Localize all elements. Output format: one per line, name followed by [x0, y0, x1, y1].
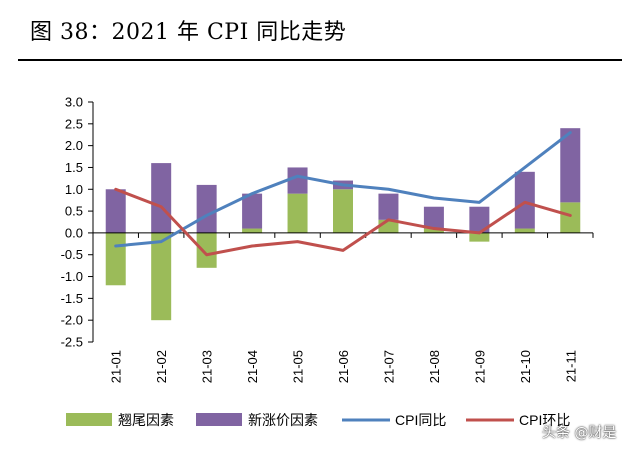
line-point-21-01 — [114, 188, 117, 191]
bar-xinzhangjia-21-11 — [560, 128, 581, 203]
legend-label: 新涨价因素 — [248, 412, 318, 428]
x-tick-labels: 21-01 21-02 21-03 21-04 21-05 21-06 21-07 21-08… — [109, 350, 579, 383]
legend-label: CPI环比 — [519, 412, 570, 428]
bar-xinzhangjia-21-04 — [242, 193, 263, 229]
bar-qiaowei-21-04 — [242, 228, 263, 233]
y-tick-label: -2.0 — [61, 313, 83, 328]
line-point-21-02 — [160, 240, 162, 243]
legend-label: CPI同比 — [395, 412, 446, 428]
legend-swatch — [196, 413, 242, 426]
x-tick-label: 21-03 — [200, 350, 215, 383]
line-point-21-04 — [251, 245, 253, 247]
x-tick-label: 21-02 — [154, 350, 169, 383]
line-point-21-08 — [433, 227, 435, 230]
line-point-21-05 — [296, 175, 299, 177]
line-layer — [114, 131, 572, 257]
y-tick-label: 1.0 — [65, 182, 83, 197]
y-tick-label: -0.5 — [61, 247, 83, 262]
y-tick-label: 1.5 — [65, 160, 83, 175]
bar-xinzhangjia-21-02 — [151, 163, 172, 233]
x-tick-label: 21-06 — [336, 350, 351, 383]
y-tick-label: -1.5 — [61, 291, 83, 306]
line-point-21-09 — [478, 232, 481, 234]
line-point-21-02 — [160, 205, 162, 208]
x-tick-label: 21-05 — [291, 350, 306, 383]
bar-qiaowei-21-03 — [196, 232, 217, 268]
line-point-21-07 — [387, 188, 390, 191]
y-tick-labels: 3.0 2.5 2.0 1.5 1.0 0.5 0.0 -0.5 -1.0 -1.5 -2.0 -2.… — [61, 95, 83, 350]
y-tick-label: -2.5 — [61, 335, 83, 350]
line-point-21-10 — [524, 166, 526, 169]
legend-item-3: CPI同比 — [342, 412, 446, 428]
title-divider — [18, 59, 622, 61]
line-point-21-01 — [114, 245, 117, 247]
bar-xinzhangjia-21-09 — [469, 206, 490, 233]
bar-xinzhangjia-21-05 — [287, 167, 308, 194]
bar-qiaowei-21-09 — [469, 232, 490, 242]
legend-label: 翘尾因素 — [118, 412, 174, 428]
watermark: 头条 @财是 — [542, 425, 617, 441]
line-point-21-06 — [342, 184, 344, 186]
x-tick-label: 21-11 — [563, 350, 578, 382]
line-point-21-05 — [296, 240, 299, 243]
line-point-21-10 — [524, 201, 526, 204]
bar-xinzhangjia-21-10 — [514, 171, 535, 229]
bar-qiaowei-21-06 — [333, 189, 353, 233]
line-point-21-11 — [569, 131, 572, 134]
legend-item-2: 新涨价因素 — [196, 412, 318, 428]
bar-qiaowei-21-08 — [423, 228, 444, 233]
line-point-21-04 — [251, 192, 253, 195]
chart-title: 图 38：2021 年 CPI 同比走势 — [30, 20, 347, 45]
line-point-21-09 — [478, 201, 481, 204]
x-tick-label: 21-09 — [472, 350, 487, 383]
legend-item-4: CPI环比 — [466, 412, 570, 428]
line-point-21-11 — [569, 214, 572, 217]
bar-qiaowei-21-11 — [560, 202, 581, 233]
legend-item-1: 翘尾因素 — [66, 412, 174, 428]
bar-qiaowei-21-02 — [151, 232, 172, 321]
y-tick-label: 0.0 — [65, 225, 83, 240]
line-point-21-03 — [205, 253, 208, 256]
x-tick-label: 21-01 — [109, 350, 124, 383]
bar-xinzhangjia-21-01 — [105, 189, 126, 233]
x-tick-label: 21-07 — [381, 350, 396, 383]
legend-swatch — [66, 413, 112, 426]
bar-layer — [105, 128, 581, 321]
y-tick-label: 0.5 — [65, 204, 83, 219]
legend: 翘尾因素 新涨价因素 CPI同比 CPI环比 — [66, 412, 570, 428]
line-point-21-06 — [342, 249, 344, 252]
bar-qiaowei-21-10 — [514, 228, 535, 233]
y-tick-label: 2.5 — [65, 116, 83, 131]
y-tick-label: 2.0 — [65, 138, 83, 153]
y-tick-label: -1.0 — [61, 269, 83, 284]
line-point-21-03 — [205, 214, 208, 217]
bar-qiaowei-21-01 — [105, 232, 126, 286]
bar-qiaowei-21-05 — [287, 193, 308, 233]
y-tick-label: 3.0 — [65, 95, 83, 110]
bar-xinzhangjia-21-08 — [423, 206, 444, 229]
bar-xinzhangjia-21-03 — [196, 184, 217, 233]
x-tick-label: 21-04 — [245, 350, 260, 383]
bar-xinzhangjia-21-07 — [378, 193, 399, 220]
line-point-21-07 — [387, 219, 390, 221]
x-tick-label: 21-08 — [427, 350, 442, 383]
x-tick-label: 21-10 — [518, 350, 533, 383]
line-point-21-08 — [433, 197, 435, 199]
